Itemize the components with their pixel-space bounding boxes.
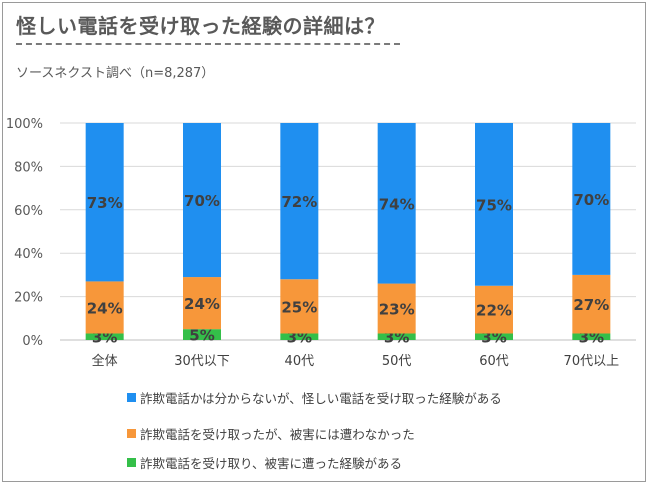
bar-segment	[475, 333, 513, 340]
bar-segment	[572, 274, 611, 334]
y-tick-label: 0%	[22, 334, 43, 349]
legend-swatch-blue	[127, 393, 136, 402]
bar-segment	[85, 281, 124, 334]
x-tick-label: 全体	[92, 353, 118, 369]
data-label: 24%	[87, 299, 123, 317]
data-label: 5%	[189, 327, 214, 345]
data-label: 23%	[379, 301, 415, 319]
legend-item-victim: 詐欺電話を受け取り、被害に遭った経験がある	[127, 453, 402, 472]
bar-segment	[377, 123, 416, 284]
x-tick-label: 50代	[382, 354, 412, 369]
bar-segment	[475, 123, 513, 286]
chart-frame	[2, 2, 646, 482]
bar-segment	[280, 333, 319, 340]
legend-label: 詐欺電話を受け取ったが、被害には遭わなかった	[140, 427, 415, 442]
x-tick-label: 40代	[285, 354, 315, 369]
bar-segment	[183, 329, 221, 340]
bar-segment	[475, 285, 513, 334]
legend-swatch-green	[127, 458, 136, 467]
data-label: 24%	[184, 295, 220, 313]
data-label: 74%	[379, 195, 415, 213]
y-tick-label: 60%	[14, 204, 43, 219]
data-label: 22%	[476, 302, 512, 320]
legend-item-not-victim: 詐欺電話を受け取ったが、被害には遭わなかった	[127, 424, 415, 443]
x-tick-label: 70代以上	[564, 354, 620, 369]
y-tick-label: 100%	[6, 117, 43, 132]
bar-segment	[377, 333, 416, 340]
title-underline	[16, 43, 400, 45]
bar-segment	[183, 123, 221, 278]
y-tick-label: 80%	[14, 160, 43, 175]
data-label: 73%	[87, 194, 123, 212]
x-tick-label: 60代	[479, 354, 509, 369]
data-label: 70%	[184, 192, 220, 210]
bar-segment	[183, 277, 221, 330]
bar-segment	[377, 283, 416, 334]
legend-label: 詐欺電話かは分からないが、怪しい電話を受け取った経験がある	[140, 391, 502, 406]
chart-subtitle: ソースネクスト調べ（n=8,287）	[16, 66, 215, 81]
bar-segment	[280, 123, 319, 280]
bar-segment	[280, 279, 319, 334]
legend-label: 詐欺電話を受け取り、被害に遭った経験がある	[140, 456, 403, 471]
data-label: 27%	[573, 296, 609, 314]
bar-segment	[85, 123, 124, 282]
y-tick-label: 20%	[14, 291, 43, 306]
data-label: 25%	[281, 298, 317, 316]
bar-segment	[572, 123, 611, 275]
legend-item-suspicious: 詐欺電話かは分からないが、怪しい電話を受け取った経験がある	[127, 388, 502, 407]
y-tick-label: 40%	[14, 247, 43, 262]
data-label: 75%	[476, 196, 512, 214]
chart-title: 怪しい電話を受け取った経験の詳細は？	[16, 14, 385, 38]
bar-segment	[572, 333, 611, 340]
legend-swatch-orange	[127, 429, 136, 438]
data-label: 70%	[573, 191, 609, 209]
data-label: 72%	[281, 193, 317, 211]
bar-segment	[85, 333, 124, 340]
x-tick-label: 30代以下	[174, 354, 230, 369]
